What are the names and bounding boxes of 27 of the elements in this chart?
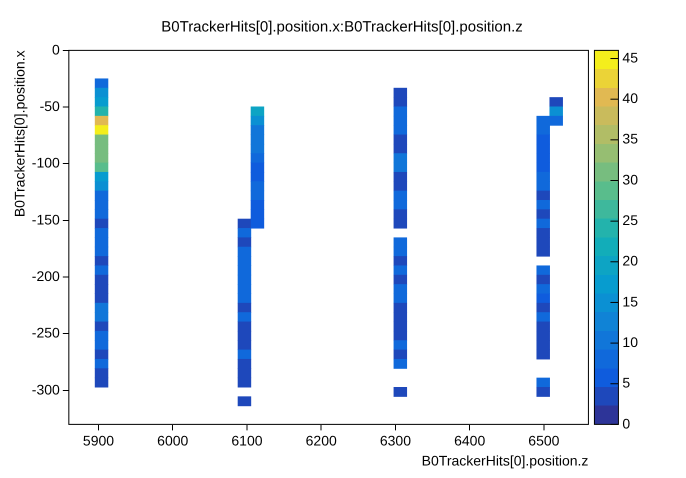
y-tick-label: -300: [32, 381, 60, 398]
color-bar-label: 0: [622, 415, 630, 432]
color-bar-label: 25: [622, 212, 638, 228]
y-tick-label: 0: [52, 41, 60, 58]
color-bar-label: 10: [622, 334, 638, 350]
x-tick-label: 6300: [380, 432, 412, 449]
x-tick-label: 6200: [306, 432, 337, 449]
color-bar-label: 5: [622, 374, 630, 391]
color-bar-label: 40: [622, 90, 638, 106]
y-tick-label: -150: [32, 211, 60, 228]
color-bar-label: 45: [622, 49, 638, 66]
color-bar-label: 20: [622, 252, 638, 269]
y-tick-label: -50: [40, 98, 60, 114]
color-bar-label: 15: [622, 293, 638, 310]
x-tick-label: 6000: [157, 432, 189, 449]
x-tick-label: 6500: [528, 432, 560, 449]
y-axis-title: B0TrackerHits[0].position.x: [11, 50, 28, 218]
x-tick-label: 6400: [454, 432, 486, 449]
y-tick-label: -100: [32, 154, 60, 171]
x-tick-label: 5900: [82, 432, 114, 449]
x-tick-label: 6100: [231, 432, 263, 449]
x-axis-title: B0TrackerHits[0].position.z: [422, 452, 588, 468]
y-tick-label: -200: [32, 268, 60, 284]
y-tick-label: -250: [32, 324, 60, 341]
chart-title: B0TrackerHits[0].position.x:B0TrackerHits[0].position.z: [161, 18, 523, 36]
color-bar-label: 30: [622, 171, 638, 188]
color-bar-label: 35: [622, 130, 638, 147]
